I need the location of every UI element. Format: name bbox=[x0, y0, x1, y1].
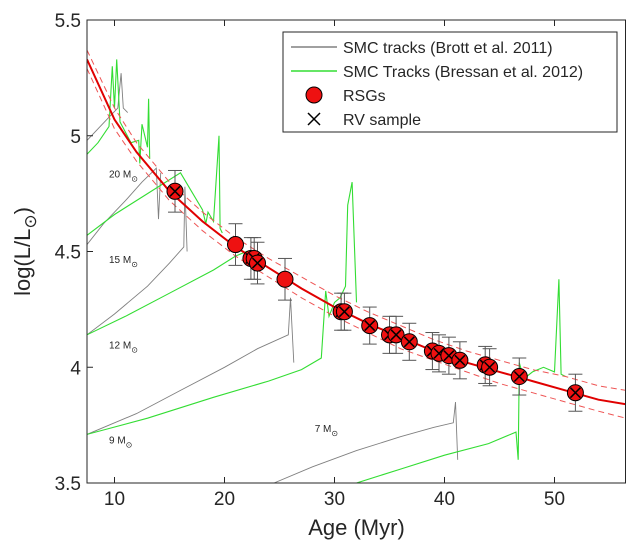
rv-sample-marker bbox=[364, 320, 376, 332]
x-tick-label: 10 bbox=[104, 489, 125, 510]
rv-sample-marker bbox=[403, 336, 415, 348]
y-tick-label: 4.5 bbox=[55, 243, 81, 264]
bressan-track-line bbox=[87, 59, 151, 164]
y-axis-label: log(L/L⊙) bbox=[10, 207, 40, 296]
brott-track-line bbox=[87, 297, 295, 435]
x-tick-label: 40 bbox=[434, 489, 455, 510]
y-axis-label-sub: ⊙ bbox=[21, 214, 40, 228]
brott-track-line bbox=[87, 73, 129, 141]
y-axis-label-main: log(L/L bbox=[10, 229, 35, 296]
legend-label: SMC tracks (Brott et al. 2011) bbox=[343, 40, 553, 57]
legend: SMC tracks (Brott et al. 2011) SMC Tracks… bbox=[282, 31, 618, 133]
rv-sample-marker bbox=[338, 306, 350, 318]
x-tick-label: 30 bbox=[324, 489, 345, 510]
brott-track-line bbox=[273, 401, 459, 483]
rv-sample-marker bbox=[513, 370, 525, 383]
y-tick-label: 3.5 bbox=[55, 474, 81, 495]
y-tick-label: 4 bbox=[70, 358, 81, 379]
rsg-point bbox=[227, 236, 244, 254]
legend-x-marker bbox=[307, 112, 321, 126]
y-tick-label: 5 bbox=[70, 127, 81, 148]
rv-sample-marker bbox=[251, 257, 264, 269]
y-tick-label: 5.5 bbox=[55, 11, 81, 32]
legend-label: SMC Tracks (Bressan et al. 2012) bbox=[343, 64, 583, 81]
mass-label: 20 M⊙ bbox=[109, 169, 138, 183]
mass-label: 15 M⊙ bbox=[109, 255, 138, 269]
x-axis-label: Age (Myr) bbox=[308, 515, 405, 540]
x-tick-label: 50 bbox=[544, 489, 565, 510]
mass-label: 12 M⊙ bbox=[109, 341, 138, 355]
legend-label: RSGs bbox=[343, 88, 386, 105]
mass-label: 9 M⊙ bbox=[109, 436, 132, 450]
legend-box bbox=[282, 31, 618, 133]
rv-sample-marker bbox=[569, 387, 581, 399]
legend-label: RV sample bbox=[343, 112, 421, 129]
rv-sample-marker bbox=[484, 361, 496, 373]
brott-track-line bbox=[87, 186, 188, 336]
brott-track-line bbox=[87, 167, 162, 245]
rv-sample-marker bbox=[169, 185, 181, 197]
y-axis-label-close: ) bbox=[10, 207, 35, 214]
legend-circle-marker bbox=[305, 86, 323, 104]
rsg-point bbox=[276, 270, 294, 288]
x-tick-label: 20 bbox=[214, 489, 235, 510]
rv-sample-marker bbox=[390, 329, 402, 341]
fit-uncertainty-line bbox=[87, 49, 626, 391]
bressan-track-line bbox=[87, 181, 358, 435]
rv-sample-marker bbox=[454, 354, 466, 366]
mass-label: 7 M⊙ bbox=[315, 424, 338, 438]
